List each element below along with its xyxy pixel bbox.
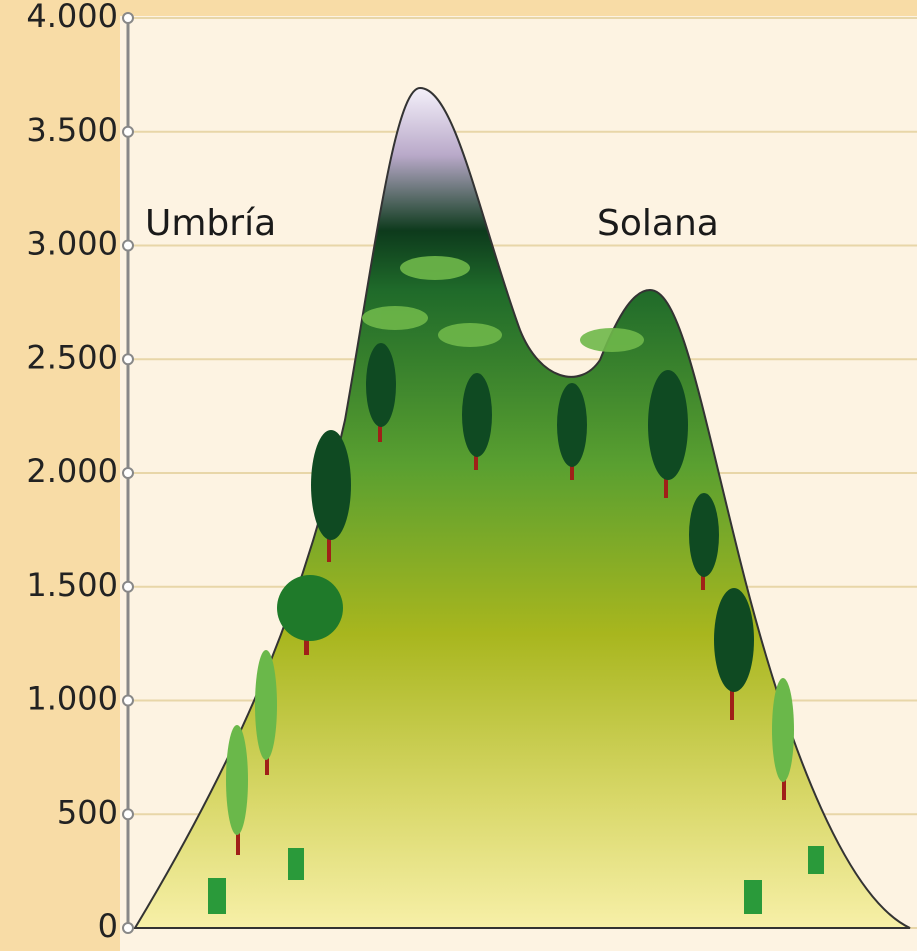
tick-label: 2.500 <box>26 338 118 376</box>
tick-mark <box>123 468 133 478</box>
tick-mark <box>123 241 133 251</box>
solana-label: Solana <box>597 203 719 244</box>
top-band <box>0 0 917 16</box>
tick-label: 500 <box>57 793 118 831</box>
tick-mark <box>123 582 133 592</box>
tick-label: 0 <box>98 907 118 945</box>
tick-label: 1.500 <box>26 566 118 604</box>
tick-label: 1.000 <box>26 680 118 718</box>
altitude-diagram: 05001.0001.5002.0002.5003.0003.5004.000 … <box>0 0 917 951</box>
tick-label: 4.000 <box>26 0 118 35</box>
tick-label: 3.500 <box>26 111 118 149</box>
page: 05001.0001.5002.0002.5003.0003.5004.000 … <box>0 0 917 951</box>
tick-mark <box>123 127 133 137</box>
tick-label: 2.000 <box>26 452 118 490</box>
tick-label: 3.000 <box>26 225 118 263</box>
tick-mark <box>123 354 133 364</box>
tick-mark <box>123 696 133 706</box>
tick-mark <box>123 923 133 933</box>
umbria-label: Umbría <box>145 203 276 244</box>
tick-mark <box>123 809 133 819</box>
tick-mark <box>123 13 133 23</box>
